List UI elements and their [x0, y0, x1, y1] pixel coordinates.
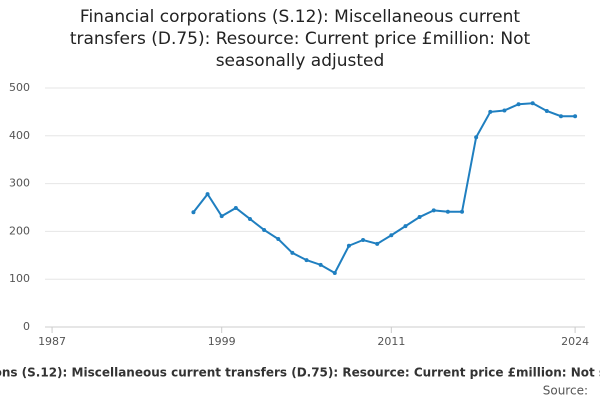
y-tick-label: 100: [9, 272, 30, 285]
data-point: [544, 108, 549, 113]
data-point: [417, 215, 422, 220]
data-point: [403, 224, 408, 229]
source-note: Source:: [543, 384, 588, 398]
chart-title: Financial corporations (S.12): Miscellan…: [69, 7, 531, 71]
data-point: [516, 102, 521, 107]
data-point: [318, 262, 323, 267]
data-point: [304, 258, 309, 263]
data-point: [558, 114, 563, 119]
data-point: [431, 208, 436, 213]
data-point: [375, 241, 380, 246]
data-point: [290, 250, 295, 255]
data-point: [530, 101, 535, 106]
data-line: [192, 102, 576, 275]
data-point: [205, 192, 210, 197]
data-point: [488, 109, 493, 114]
data-point: [389, 233, 394, 238]
data-point: [502, 108, 507, 113]
data-point: [233, 205, 238, 210]
data-point: [247, 216, 252, 221]
x-tick-label: 1987: [38, 335, 66, 348]
data-point: [191, 210, 196, 215]
y-tick-label: 500: [9, 81, 30, 94]
data-point: [361, 238, 366, 243]
y-tick-label: 400: [9, 129, 30, 142]
data-point: [460, 209, 465, 214]
y-tick-label: 300: [9, 177, 30, 190]
data-point: [219, 214, 224, 219]
data-point: [474, 135, 479, 140]
data-point: [262, 227, 267, 232]
data-point: [332, 270, 337, 275]
data-point: [445, 209, 450, 214]
x-tick-label: 1999: [208, 335, 236, 348]
data-point: [346, 243, 351, 248]
data-point: [276, 237, 281, 242]
x-tick-label: 2011: [377, 335, 405, 348]
x-tick-label: 2024: [561, 335, 589, 348]
legend-entry: Financial corporations (S.12): Miscellan…: [0, 366, 600, 380]
y-tick-label: 0: [23, 320, 30, 333]
y-tick-label: 200: [9, 224, 30, 237]
data-point: [573, 114, 578, 119]
